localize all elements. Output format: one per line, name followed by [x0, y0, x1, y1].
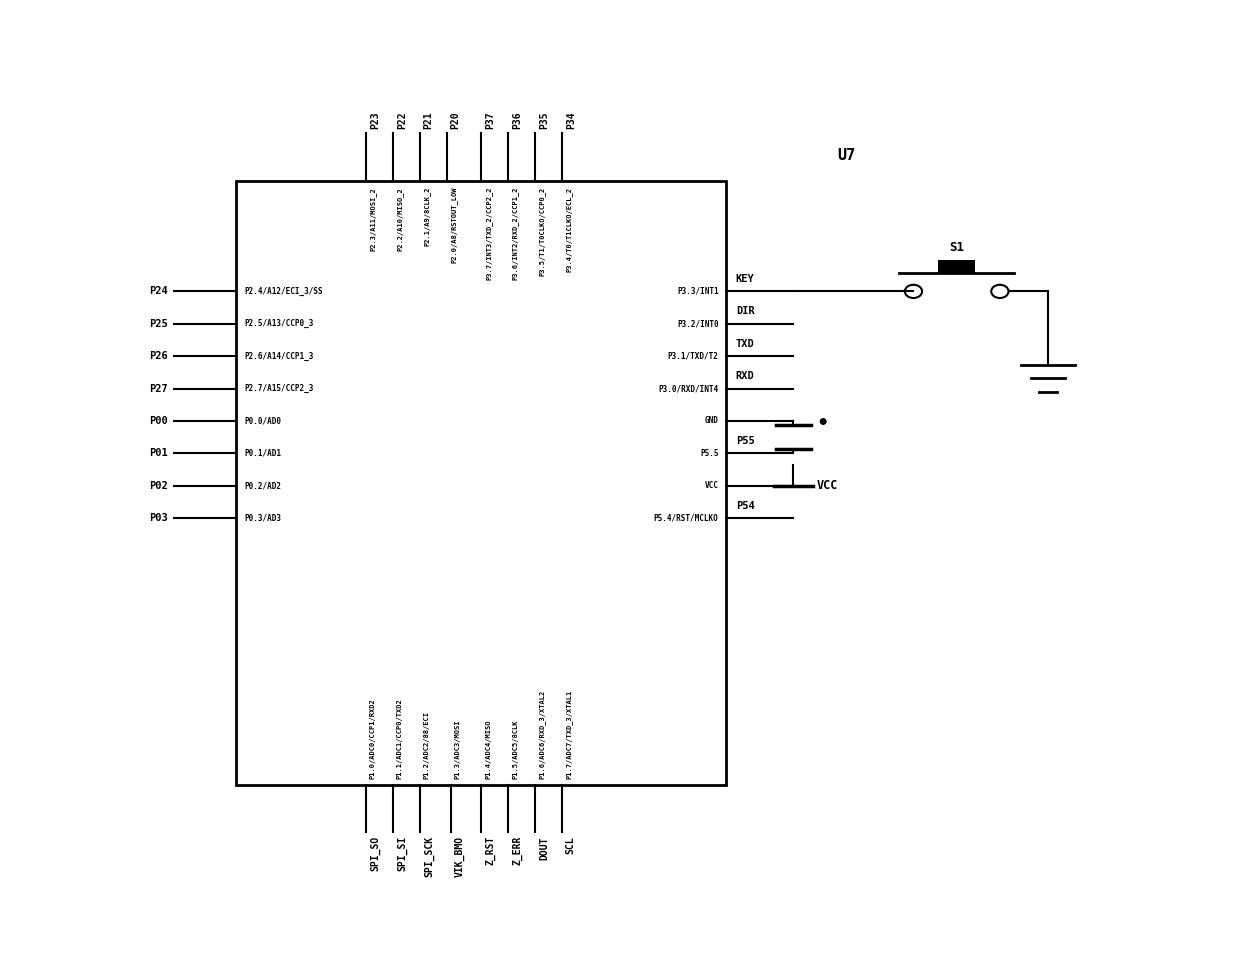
Text: P22: P22 — [396, 112, 406, 129]
Text: SPI_SCK: SPI_SCK — [424, 836, 434, 878]
Text: P2.5/A13/CCP0_3: P2.5/A13/CCP0_3 — [244, 319, 313, 328]
Text: DOUT: DOUT — [539, 836, 549, 859]
Text: P2.2/A10/MISO_2: P2.2/A10/MISO_2 — [396, 186, 404, 250]
Text: P2.1/A9/8CLK_2: P2.1/A9/8CLK_2 — [424, 186, 431, 247]
Text: S1: S1 — [949, 241, 964, 254]
Text: VCC: VCC — [817, 479, 838, 492]
Text: P2.3/A11/MOSI_2: P2.3/A11/MOSI_2 — [370, 186, 377, 250]
Text: P1.1/ADC1/CCP0/TXD2: P1.1/ADC1/CCP0/TXD2 — [396, 698, 403, 779]
Text: P5.4/RST/MCLKO: P5.4/RST/MCLKO — [654, 513, 719, 523]
Text: P3.7/INT3/TXD_2/CCP2_2: P3.7/INT3/TXD_2/CCP2_2 — [486, 186, 492, 280]
Text: P3.6/INT2/RXD_2/CCP1_2: P3.6/INT2/RXD_2/CCP1_2 — [512, 186, 519, 280]
Text: P0.1/AD1: P0.1/AD1 — [244, 448, 281, 458]
Text: P24: P24 — [150, 287, 169, 296]
Text: P1.6/ADC6/RXD_3/XTAL2: P1.6/ADC6/RXD_3/XTAL2 — [539, 689, 546, 779]
Text: SPI_SI: SPI_SI — [396, 836, 408, 871]
Text: P20: P20 — [451, 112, 461, 129]
Text: P2.6/A14/CCP1_3: P2.6/A14/CCP1_3 — [244, 352, 313, 360]
Text: Z_ERR: Z_ERR — [512, 836, 523, 865]
Text: TXD: TXD — [736, 338, 755, 349]
Text: P1.0/ADC0/CCP1/RXD2: P1.0/ADC0/CCP1/RXD2 — [370, 698, 375, 779]
Text: P01: P01 — [150, 448, 169, 458]
Text: P1.5/ADC5/8CLK: P1.5/ADC5/8CLK — [512, 719, 518, 779]
Text: P3.4/T0/T1CLKO/ECL_2: P3.4/T0/T1CLKO/ECL_2 — [566, 186, 572, 272]
Text: P2.7/A15/CCP2_3: P2.7/A15/CCP2_3 — [244, 384, 313, 393]
Text: P26: P26 — [150, 351, 169, 361]
Bar — [237, 181, 726, 785]
Text: P0.0/AD0: P0.0/AD0 — [244, 417, 281, 425]
Text: KEY: KEY — [736, 274, 755, 284]
Text: P3.5/T1/T0CLKO/CCP0_2: P3.5/T1/T0CLKO/CCP0_2 — [539, 186, 546, 276]
Text: P02: P02 — [150, 481, 169, 490]
Text: P36: P36 — [512, 112, 522, 129]
Text: P03: P03 — [150, 513, 169, 523]
Text: P23: P23 — [370, 112, 380, 129]
Text: DIR: DIR — [736, 307, 755, 316]
Text: P0.2/AD2: P0.2/AD2 — [244, 481, 281, 490]
Text: P21: P21 — [424, 112, 434, 129]
Text: P34: P34 — [566, 112, 576, 129]
Text: P3.2/INT0: P3.2/INT0 — [676, 319, 719, 328]
Text: U7: U7 — [838, 147, 855, 163]
Text: P55: P55 — [736, 436, 755, 445]
Text: P1.3/ADC3/MOSI: P1.3/ADC3/MOSI — [455, 719, 461, 779]
Text: P35: P35 — [539, 112, 549, 129]
Text: P1.7/ADC7/TXD_3/XTAL1: P1.7/ADC7/TXD_3/XTAL1 — [566, 689, 572, 779]
Text: SPI_SO: SPI_SO — [370, 836, 380, 871]
Text: P1.2/ADC2/88/ECI: P1.2/ADC2/88/ECI — [424, 710, 430, 779]
Text: P2.0/A8/RSTOUT_LOW: P2.0/A8/RSTOUT_LOW — [451, 186, 457, 263]
Text: VCC: VCC — [705, 481, 719, 490]
Text: P5.5: P5.5 — [700, 448, 719, 458]
Text: VIK_BMO: VIK_BMO — [455, 836, 465, 878]
Text: •: • — [817, 414, 829, 433]
Text: P27: P27 — [150, 383, 169, 394]
Text: P3.1/TXD/T2: P3.1/TXD/T2 — [668, 352, 719, 360]
Text: P00: P00 — [150, 416, 169, 426]
Text: GND: GND — [705, 417, 719, 425]
Text: P0.3/AD3: P0.3/AD3 — [244, 513, 281, 523]
Text: P3.3/INT1: P3.3/INT1 — [676, 287, 719, 296]
Text: RXD: RXD — [736, 371, 755, 381]
Bar — [938, 260, 975, 273]
Text: P37: P37 — [486, 112, 496, 129]
Text: SCL: SCL — [566, 836, 576, 854]
Text: P54: P54 — [736, 501, 755, 511]
Text: Z_RST: Z_RST — [486, 836, 496, 865]
Text: P1.4/ADC4/MISO: P1.4/ADC4/MISO — [486, 719, 491, 779]
Text: P3.0/RXD/INT4: P3.0/RXD/INT4 — [658, 384, 719, 393]
Text: P2.4/A12/ECI_3/SS: P2.4/A12/ECI_3/SS — [244, 287, 323, 296]
Text: P25: P25 — [150, 318, 169, 329]
